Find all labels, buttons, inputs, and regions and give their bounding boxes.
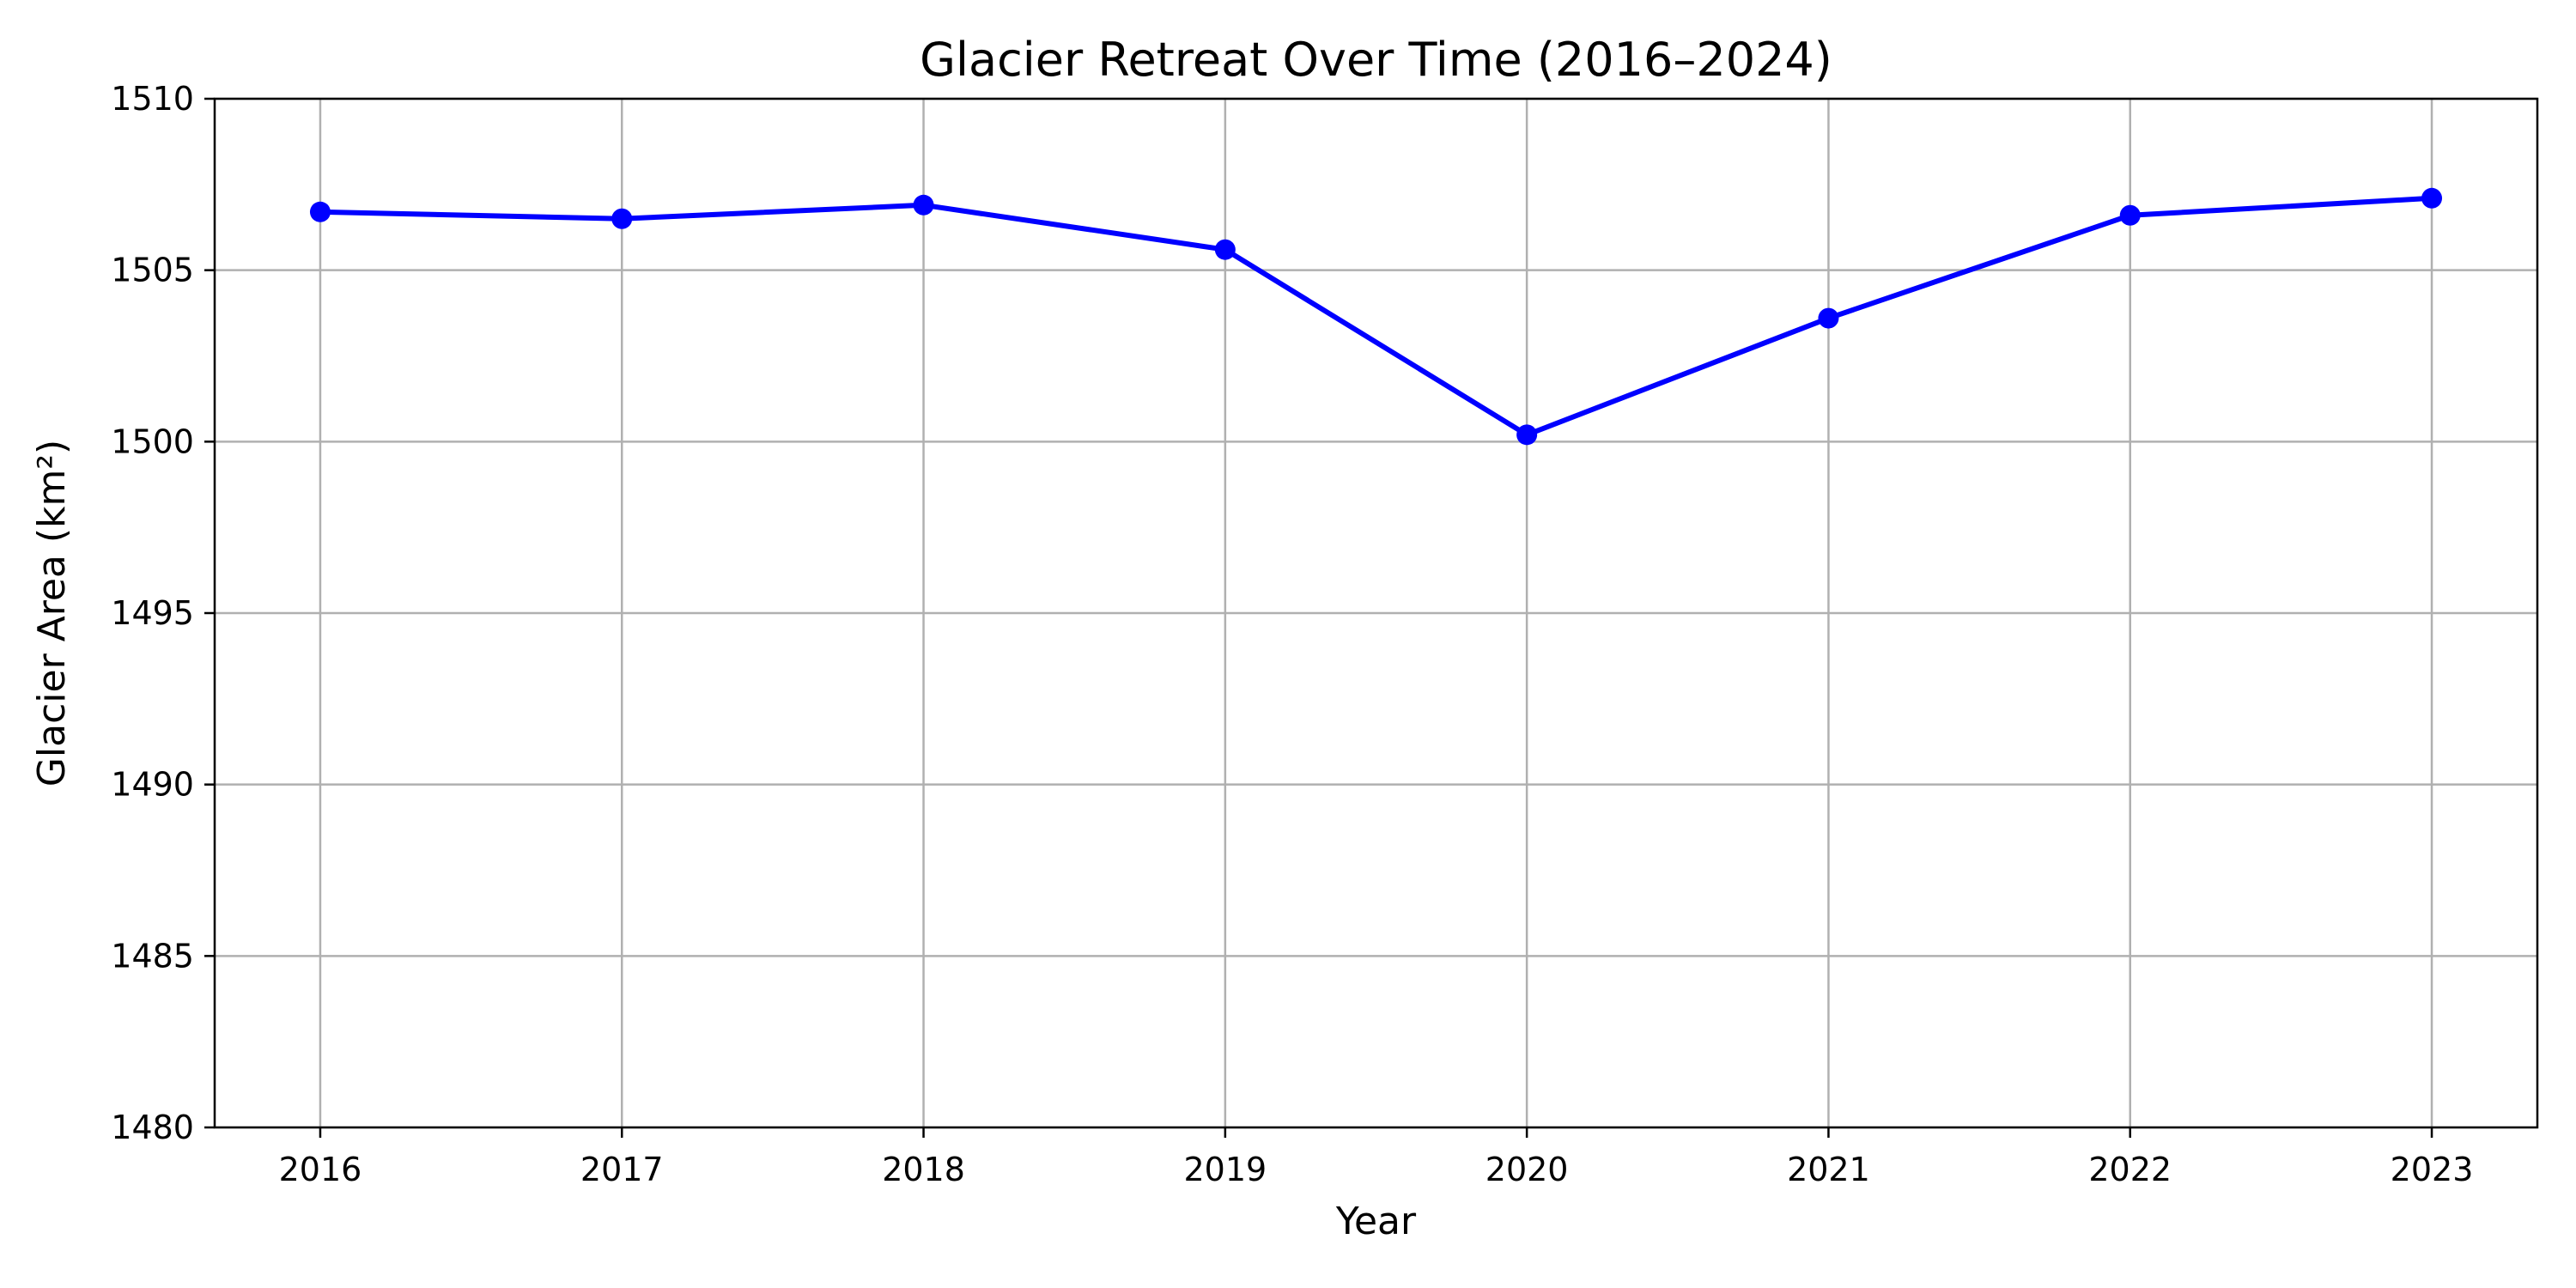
axis-ticks: 2016 2017 2018 2019 2020 2021 2022 2023 1480 1485… [111,80,2473,1188]
y-tick-label: 1505 [111,252,194,289]
x-tick-label: 2019 [1183,1151,1267,1188]
data-point [611,208,633,229]
y-tick-label: 1500 [111,422,194,460]
data-point [1818,307,1839,329]
y-tick-label: 1510 [111,80,194,118]
series-layer [309,187,2443,446]
data-point [1214,239,1236,260]
x-axis-label: Year [1335,1200,1417,1243]
x-tick-label: 2016 [279,1151,362,1188]
y-tick-label: 1485 [111,937,194,975]
x-tick-label: 2018 [882,1151,965,1188]
data-point [2119,204,2141,226]
x-tick-label: 2017 [580,1151,664,1188]
data-point [2421,187,2443,209]
chart-title: Glacier Retreat Over Time (2016–2024) [920,33,1832,87]
y-tick-label: 1495 [111,594,194,632]
data-point [1516,424,1538,446]
data-point [309,201,331,222]
grid [215,97,2537,1129]
y-axis-label: Glacier Area (km²) [30,440,74,787]
y-tick-label: 1490 [111,766,194,804]
data-point [913,194,934,216]
y-tick-label: 1480 [111,1109,194,1146]
x-tick-label: 2022 [2088,1151,2172,1188]
x-tick-label: 2020 [1485,1151,1569,1188]
x-tick-label: 2023 [2391,1151,2474,1188]
series-line [319,195,2433,438]
x-tick-label: 2021 [1787,1151,1870,1188]
